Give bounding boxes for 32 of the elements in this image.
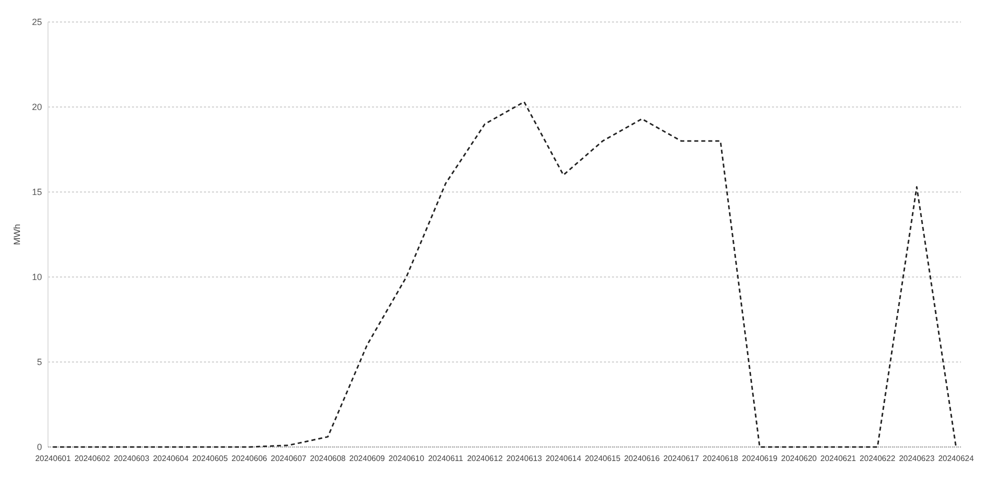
x-tick-label: 20240621 [820, 454, 857, 463]
x-tick-label: 20240623 [898, 454, 936, 463]
x-tick-label: 20240624 [938, 454, 974, 463]
x-tick-label: 20240607 [270, 454, 307, 463]
x-tick-label: 20240617 [663, 454, 700, 463]
x-tick-label: 20240619 [742, 454, 778, 463]
x-tick-label: 20240613 [506, 454, 542, 463]
x-tick-label: 20240605 [192, 454, 228, 463]
y-tick-label: 0 [36, 442, 42, 452]
x-tick-label: 20240614 [546, 454, 582, 463]
y-tick-label: 10 [32, 272, 42, 282]
x-tick-label: 20240615 [584, 454, 621, 463]
y-tick-label: 25 [32, 16, 42, 27]
x-tick-label: 20240602 [74, 454, 111, 463]
y-tick-label: 20 [32, 102, 42, 112]
y-axis-title: MWh [12, 224, 22, 245]
x-tick-label: 20240608 [310, 454, 346, 463]
x-tick-label: 20240603 [114, 454, 150, 463]
line-series [52, 101, 957, 448]
x-tick-label: 20240612 [467, 454, 504, 463]
x-tick-label: 20240610 [388, 454, 425, 463]
x-tick-label: 20240611 [428, 454, 464, 463]
x-tick-label: 20240604 [152, 454, 190, 463]
y-tick-label: 5 [36, 356, 42, 367]
x-tick-label: 20240609 [349, 454, 386, 463]
x-tick-label: 20240606 [232, 454, 268, 463]
x-tick-label: 20240620 [781, 454, 818, 463]
x-tick-label: 20240618 [702, 454, 739, 463]
y-tick-label: 15 [32, 186, 42, 197]
x-tick-label: 20240616 [624, 454, 660, 463]
x-tick-label: 20240622 [860, 454, 896, 463]
x-tick-label: 20240601 [35, 454, 72, 463]
